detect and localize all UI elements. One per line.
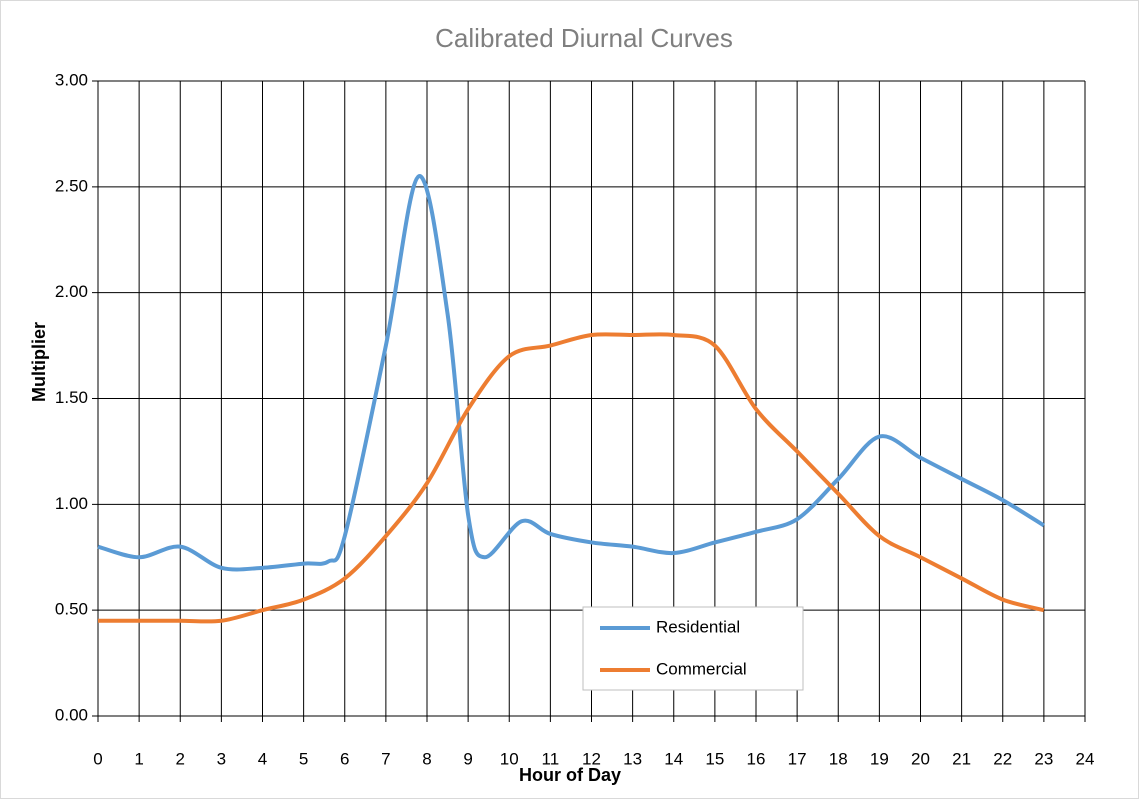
x-axis-label: Hour of Day — [519, 765, 621, 785]
x-tick-label: 19 — [870, 749, 889, 768]
series-line — [97, 174, 1045, 572]
y-tick-label: 1.50 — [55, 388, 88, 407]
x-tick-label: 10 — [500, 749, 519, 768]
y-tick-label: 3.00 — [55, 70, 88, 89]
x-tick-label: 21 — [952, 749, 971, 768]
y-axis-label: Multiplier — [29, 322, 49, 402]
x-tick-label: 8 — [422, 749, 431, 768]
x-tick-label: 1 — [134, 749, 143, 768]
x-tick-label: 22 — [993, 749, 1012, 768]
x-tick-label: 12 — [582, 749, 601, 768]
x-tick-label: 23 — [1034, 749, 1053, 768]
x-tick-label: 3 — [217, 749, 226, 768]
x-tick-label: 11 — [542, 749, 560, 768]
x-tick-label: 2 — [176, 749, 185, 768]
series-line — [98, 332, 1045, 624]
x-tick-label: 17 — [788, 749, 807, 768]
x-tick-label: 0 — [93, 749, 102, 768]
x-tick-label: 20 — [911, 749, 930, 768]
x-tick-label: 6 — [340, 749, 349, 768]
y-tick-label: 0.50 — [55, 600, 88, 619]
x-tick-label: 9 — [463, 749, 472, 768]
x-tick-label: 24 — [1076, 749, 1095, 768]
x-tick-label: 13 — [623, 749, 642, 768]
x-tick-label: 7 — [381, 749, 390, 768]
legend-label: Commercial — [656, 659, 747, 678]
x-tick-label: 15 — [705, 749, 724, 768]
x-tick-label: 5 — [299, 749, 308, 768]
y-tick-label: 0.00 — [55, 705, 88, 724]
x-tick-label: 4 — [258, 749, 267, 768]
chart-title: Calibrated Diurnal Curves — [435, 23, 733, 53]
y-tick-label: 1.00 — [55, 494, 88, 513]
x-tick-label: 14 — [664, 749, 683, 768]
y-tick-label: 2.50 — [55, 176, 88, 195]
y-tick-label: 2.00 — [55, 282, 88, 301]
legend-label: Residential — [656, 617, 740, 636]
legend-box — [582, 606, 804, 691]
x-tick-label: 16 — [747, 749, 766, 768]
x-tick-label: 18 — [829, 749, 848, 768]
